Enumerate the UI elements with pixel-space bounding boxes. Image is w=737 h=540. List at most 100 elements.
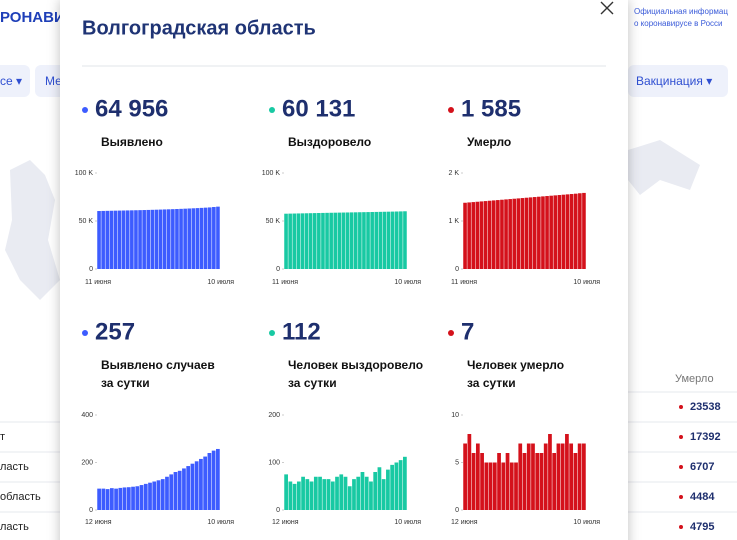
bar xyxy=(284,213,288,269)
y-tick-label: 50 K xyxy=(266,218,281,225)
stat-dot xyxy=(448,107,454,113)
bar xyxy=(370,212,374,269)
bar xyxy=(560,443,565,510)
bar xyxy=(569,194,574,269)
menu-label[interactable]: Ме xyxy=(45,74,62,88)
bar xyxy=(313,476,318,510)
bar xyxy=(134,210,138,269)
bar xyxy=(386,469,390,510)
y-tick-label: 100 K xyxy=(75,170,94,177)
y-tick-label: 0 xyxy=(89,266,93,273)
bar xyxy=(537,196,541,269)
x-tick-label: 10 июля xyxy=(207,519,234,526)
bar xyxy=(177,470,182,510)
bar xyxy=(353,212,358,269)
map-region xyxy=(628,140,700,195)
stat-value: 1 585 xyxy=(461,95,521,122)
bar xyxy=(491,200,496,269)
y-tick-label: 200 xyxy=(268,412,280,419)
bar xyxy=(535,453,540,510)
bar xyxy=(360,472,365,510)
bar xyxy=(304,213,309,269)
menu-button[interactable] xyxy=(35,65,65,97)
bar xyxy=(492,462,497,510)
bar xyxy=(565,434,569,510)
bar xyxy=(573,193,578,269)
x-tick-label: 10 июля xyxy=(207,279,234,286)
bar xyxy=(390,211,395,269)
bar xyxy=(373,472,378,510)
bar xyxy=(552,453,557,510)
row-dot xyxy=(679,465,683,469)
bar xyxy=(216,206,220,269)
bar xyxy=(364,476,369,510)
bar xyxy=(138,210,142,269)
bar xyxy=(541,196,545,269)
bar xyxy=(173,472,178,510)
bar xyxy=(114,488,118,510)
row-deaths: 6707 xyxy=(690,461,714,473)
bar xyxy=(207,453,212,510)
menu-button[interactable] xyxy=(0,65,30,97)
bar xyxy=(300,213,305,269)
bar xyxy=(556,443,561,510)
bar xyxy=(471,453,476,510)
bar xyxy=(471,202,476,269)
menu-button[interactable] xyxy=(628,65,728,97)
close-button[interactable] xyxy=(600,1,614,15)
bar xyxy=(475,443,480,510)
bar xyxy=(309,481,314,510)
bar xyxy=(130,210,134,269)
bar xyxy=(467,434,472,510)
bar xyxy=(135,486,140,510)
bar xyxy=(557,195,562,269)
bar xyxy=(532,197,537,269)
bar xyxy=(528,197,533,269)
bar xyxy=(345,212,350,269)
bar xyxy=(356,476,361,510)
bar xyxy=(199,207,204,269)
menu-label[interactable]: се ▾ xyxy=(0,74,22,88)
bar xyxy=(288,213,292,269)
stat-label: за сутки xyxy=(467,376,516,390)
bar xyxy=(561,194,566,269)
bar xyxy=(362,212,366,269)
table: 23538 17392 6707 4484 4795 т ласть область ласть xyxy=(0,391,737,533)
bar xyxy=(139,485,144,510)
bar xyxy=(582,443,586,510)
bar xyxy=(403,456,407,510)
row-dot xyxy=(679,435,683,439)
stat-label: Выздоровело xyxy=(288,135,371,149)
stat-dot xyxy=(269,107,275,113)
bar xyxy=(97,211,101,269)
bar xyxy=(509,462,514,510)
bar xyxy=(394,462,399,510)
stat-label: за сутки xyxy=(101,376,150,390)
y-tick-label: 0 xyxy=(455,266,459,273)
stat-dot xyxy=(448,330,454,336)
bar xyxy=(512,198,517,269)
stat-value: 112 xyxy=(282,318,321,345)
stat-label: за сутки xyxy=(288,376,337,390)
x-tick-label: 10 июля xyxy=(394,279,421,286)
map-region xyxy=(5,160,60,300)
bar xyxy=(326,479,331,510)
x-tick-label: 12 июня xyxy=(451,519,478,526)
bar xyxy=(296,481,301,510)
bar xyxy=(301,476,305,510)
menu-label[interactable]: Вакцинация ▾ xyxy=(636,74,712,88)
bar xyxy=(341,212,346,269)
bar xyxy=(169,474,174,510)
y-tick-label: 5 xyxy=(455,459,459,466)
bar xyxy=(369,481,373,510)
bar xyxy=(190,463,195,510)
bar xyxy=(191,208,196,269)
bar xyxy=(171,209,175,269)
bar xyxy=(160,479,165,510)
y-tick-label: 100 K xyxy=(262,170,281,177)
bar xyxy=(182,468,186,510)
bar xyxy=(484,462,489,510)
bar xyxy=(166,209,171,269)
